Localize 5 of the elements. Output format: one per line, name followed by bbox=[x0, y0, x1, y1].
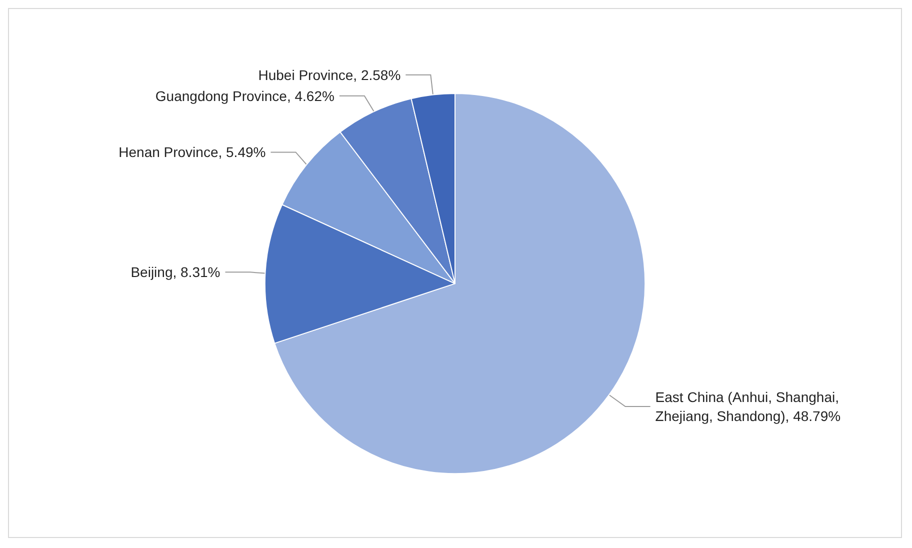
slice-label: Hubei Province, 2.58% bbox=[258, 66, 401, 83]
slice-label: East China (Anhui, Shanghai, Zhejiang, Shandong), 48.79% bbox=[655, 389, 843, 424]
slice-label: Beijing, 8.31% bbox=[130, 264, 220, 280]
slice-label: Guangdong Province, 4.62% bbox=[155, 88, 334, 104]
slice-label: Henan Province, 5.49% bbox=[118, 144, 266, 160]
